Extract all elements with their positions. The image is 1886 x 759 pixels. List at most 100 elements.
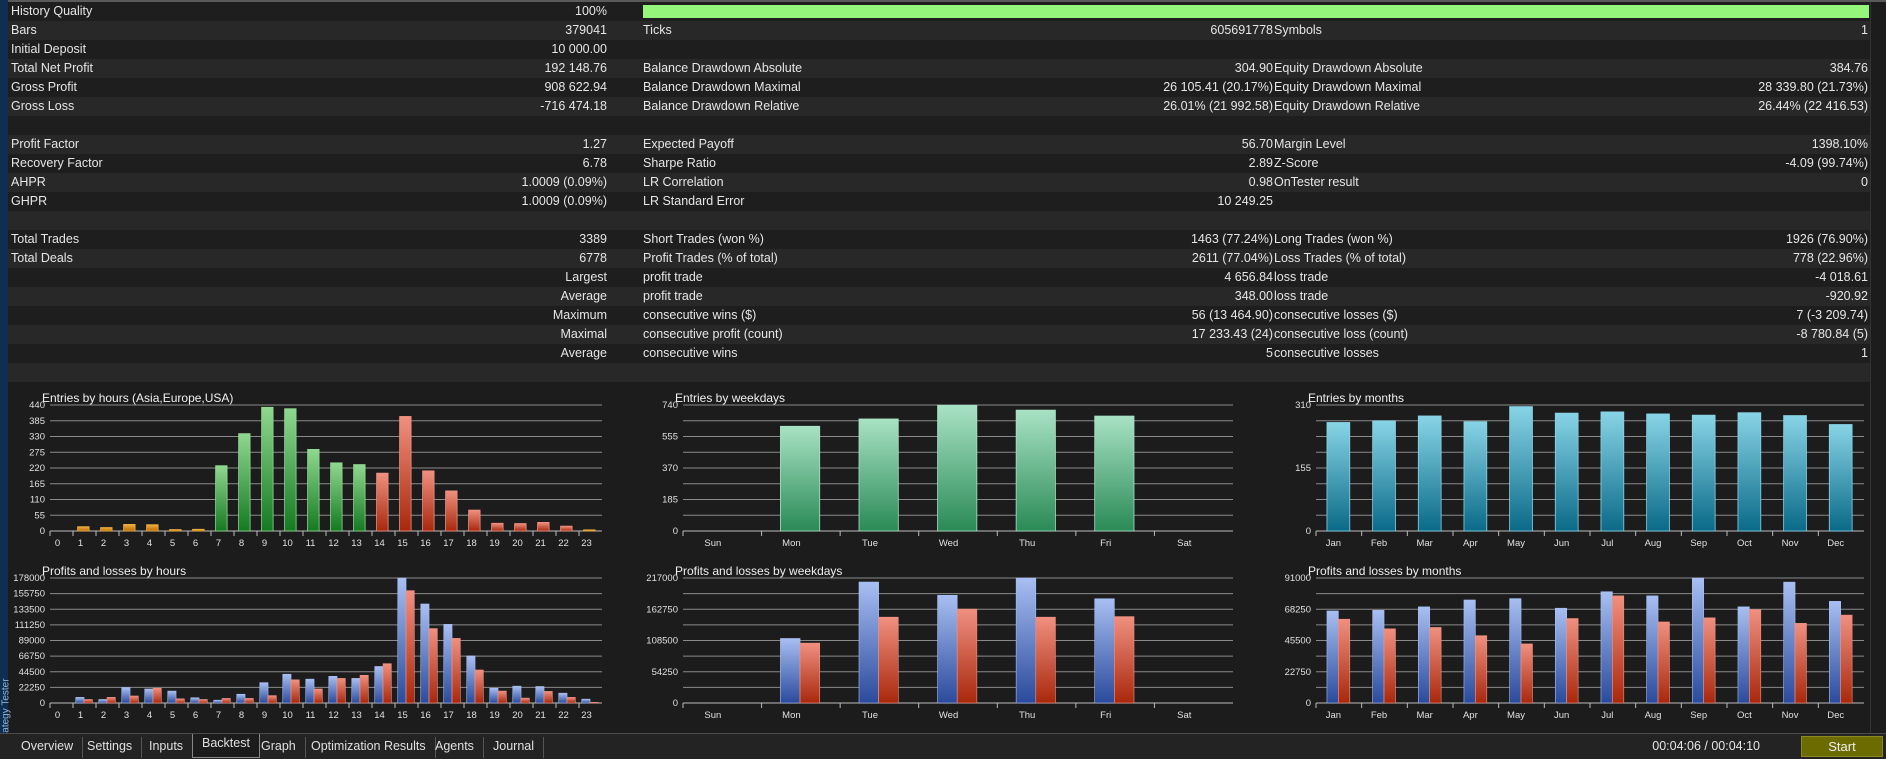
row-value: 348.00 bbox=[1234, 289, 1273, 303]
y-tick-label: 155750 bbox=[13, 589, 45, 600]
profit-bar bbox=[190, 697, 200, 704]
table-row: Total Trades 3389 Short Trades (won %) 1463… bbox=[8, 230, 1870, 249]
y-tick-label: 0 bbox=[40, 526, 45, 537]
vertical-scrollbar[interactable] bbox=[1870, 2, 1886, 733]
row-label: Balance Drawdown Absolute bbox=[643, 61, 803, 75]
x-tick-label: 9 bbox=[262, 710, 267, 721]
table-row: AHPR 1.0009 (0.09%) LR Correlation 0.98 OnTe… bbox=[8, 173, 1870, 192]
bar bbox=[514, 523, 527, 532]
row-value: 1398.10% bbox=[1811, 137, 1868, 151]
row-label: Equity Drawdown Relative bbox=[1274, 99, 1420, 113]
history-quality-label: History Quality bbox=[11, 4, 93, 18]
row-label: Long Trades (won %) bbox=[1274, 232, 1393, 246]
row-label: Balance Drawdown Relative bbox=[643, 99, 800, 113]
y-tick-label: 165 bbox=[29, 479, 45, 490]
row-label: loss trade bbox=[1274, 289, 1329, 303]
profit-bar bbox=[512, 685, 522, 704]
loss-bar bbox=[1383, 628, 1396, 704]
row-value: 605691778 bbox=[1210, 23, 1273, 37]
chart-5: Profits and losses by months 0 22750 45500 6… bbox=[1285, 564, 1864, 721]
loss-bar bbox=[1520, 643, 1533, 704]
x-tick-label: Feb bbox=[1371, 710, 1387, 721]
table-row: Average profit trade 348.00 loss trade -920.… bbox=[8, 287, 1870, 306]
loss-bar bbox=[1114, 616, 1135, 704]
table-row: Maximal consecutive profit (count) 17 233.… bbox=[8, 325, 1870, 344]
chart-1: Entries by weekdays 0 185 370 555 740 Sun Mon Tu… bbox=[662, 391, 1233, 549]
side-panel-strip bbox=[0, 0, 8, 733]
row-value: 6778 bbox=[579, 251, 607, 265]
profit-bar bbox=[1828, 601, 1842, 704]
tab-backtest[interactable]: Backtest bbox=[192, 734, 260, 758]
row-value: 1.27 bbox=[582, 137, 607, 151]
tab-journal[interactable]: Journal bbox=[484, 737, 544, 758]
y-tick-label: 45500 bbox=[1285, 636, 1311, 647]
table-row: Initial Deposit 10 000.00 bbox=[8, 40, 1870, 59]
chart-2: Entries by months 0 155 310 Jan Feb Mar Apr May J… bbox=[1295, 391, 1864, 549]
row-value: 28 339.80 (21.73%) bbox=[1758, 80, 1868, 94]
profit-bar bbox=[1737, 606, 1750, 704]
x-tick-label: 10 bbox=[282, 538, 293, 549]
row-value: 5 bbox=[1266, 346, 1273, 360]
row-label: consecutive wins bbox=[643, 346, 738, 360]
start-button[interactable]: Start bbox=[1801, 736, 1883, 757]
profit-bar bbox=[1783, 581, 1796, 704]
row-label: Balance Drawdown Maximal bbox=[643, 80, 801, 94]
row-value: 304.90 bbox=[1234, 61, 1273, 75]
y-tick-label: 91000 bbox=[1285, 573, 1311, 584]
loss-bar bbox=[83, 699, 93, 704]
bar bbox=[491, 522, 504, 532]
tab-optimization-results[interactable]: Optimization Results bbox=[302, 737, 436, 758]
profit-bar bbox=[937, 594, 958, 704]
row-value: -920.92 bbox=[1825, 289, 1868, 303]
tab-overview[interactable]: Overview bbox=[12, 737, 84, 758]
x-tick-label: 8 bbox=[239, 538, 244, 549]
y-tick-label: 330 bbox=[29, 432, 45, 443]
row-value: 3389 bbox=[579, 232, 607, 246]
row-value: Maximum bbox=[552, 308, 607, 322]
row-label: Gross Profit bbox=[11, 80, 77, 94]
profit-bar bbox=[1600, 591, 1613, 704]
loss-bar bbox=[336, 678, 346, 704]
row-label: Total Deals bbox=[11, 251, 73, 265]
x-tick-label: Thu bbox=[1019, 538, 1035, 549]
profit-bar bbox=[443, 624, 453, 704]
bar bbox=[100, 527, 113, 532]
x-tick-label: 4 bbox=[147, 710, 152, 721]
loss-bar bbox=[313, 688, 323, 704]
x-tick-label: 14 bbox=[374, 710, 385, 721]
bar bbox=[399, 416, 412, 532]
bar bbox=[1691, 414, 1716, 532]
x-tick-label: 1 bbox=[78, 538, 83, 549]
row-value: 6.78 bbox=[582, 156, 607, 170]
y-tick-label: 217000 bbox=[646, 573, 678, 584]
loss-bar bbox=[267, 695, 277, 704]
chart-3: Profits and losses by hours 0 22250 44500 66… bbox=[13, 564, 602, 721]
x-tick-label: Jul bbox=[1601, 538, 1613, 549]
tab-graph[interactable]: Graph bbox=[252, 737, 306, 758]
y-tick-label: 0 bbox=[1306, 698, 1311, 709]
bar bbox=[560, 525, 573, 532]
row-value: Maximal bbox=[560, 327, 607, 341]
y-tick-label: 155 bbox=[1295, 463, 1311, 474]
loss-bar bbox=[1035, 616, 1056, 704]
tab-settings[interactable]: Settings bbox=[78, 737, 143, 758]
x-tick-label: Sun bbox=[704, 710, 721, 721]
row-label: Total Trades bbox=[11, 232, 80, 246]
tab-inputs[interactable]: Inputs bbox=[140, 737, 194, 758]
loss-bar bbox=[956, 608, 978, 704]
row-label: profit trade bbox=[643, 289, 703, 303]
bar bbox=[123, 524, 136, 532]
x-tick-label: 14 bbox=[374, 538, 385, 549]
row-value: 1.0009 (0.09%) bbox=[521, 175, 607, 189]
row-value: 10 249.25 bbox=[1217, 194, 1273, 208]
profit-bar bbox=[75, 697, 85, 704]
row-label: OnTester result bbox=[1274, 175, 1359, 189]
row-label: Sharpe Ratio bbox=[643, 156, 716, 170]
chart-svg: 0 22750 45500 68250 91000 Jan Feb Mar Apr May Jun J… bbox=[1285, 573, 1864, 721]
y-tick-label: 111250 bbox=[15, 620, 45, 631]
tab-agents[interactable]: Agents bbox=[426, 737, 484, 758]
loss-bar bbox=[1429, 627, 1442, 704]
row-label: AHPR bbox=[11, 175, 46, 189]
loss-bar bbox=[566, 697, 576, 704]
x-tick-label: Dec bbox=[1827, 710, 1844, 721]
